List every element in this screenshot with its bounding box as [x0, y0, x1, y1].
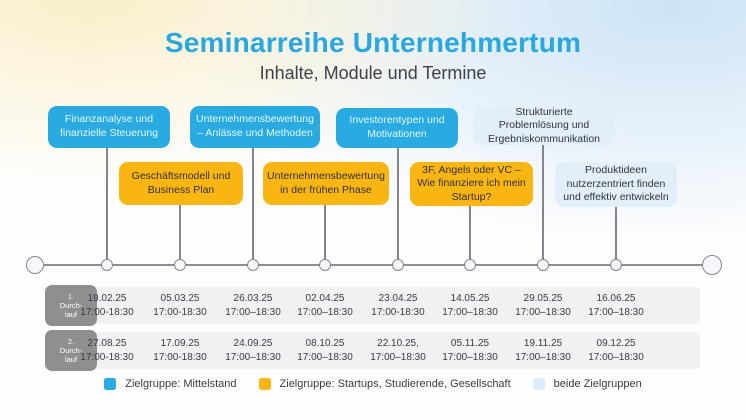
timeline-endpoint-end — [702, 255, 722, 275]
module-box-bewertung-anlaesse: Unternehmensbewertung – Anlässe und Meth… — [190, 106, 320, 148]
round-1-chip: 1. Durch- lauf — [45, 285, 97, 326]
module-box-produktideen: Produktideen nutzerzentriert finden und … — [555, 162, 677, 207]
session-time: 17:00-18:30 — [80, 351, 134, 363]
connector-line — [324, 205, 326, 265]
session-cell: 14.05.25 17:00–18:30 — [432, 287, 508, 324]
chip-line: 1. — [67, 292, 75, 301]
connector-line — [252, 148, 254, 265]
session-time: 17:00–18:30 — [370, 351, 426, 363]
legend-label: beide Zielgruppen — [553, 378, 642, 390]
session-cell: 24.09.25 17:00–18:30 — [215, 332, 291, 369]
timeline-axis — [35, 264, 712, 266]
legend-item-mittelstand: Zielgruppe: Mittelstand — [104, 378, 237, 390]
connector-line — [106, 148, 108, 265]
header: Seminarreihe Unternehmertum Inhalte, Mod… — [0, 27, 746, 84]
session-time: 17:00–18:30 — [442, 351, 498, 363]
module-box-investorentypen: Investorentypen und Motivationen — [336, 108, 458, 148]
connector-line — [615, 207, 617, 265]
session-cell: 17.09.25 17:00-18:30 — [142, 332, 218, 369]
session-cell: 23.04.25 17:00-18:30 — [360, 287, 436, 324]
session-date: 05.03.25 — [160, 293, 200, 304]
timeline-node-8 — [610, 259, 622, 271]
session-time: 17:00-18:30 — [153, 306, 207, 318]
session-date: 14.05.25 — [450, 293, 490, 304]
session-cell: 19.11.25 17:00–18:30 — [505, 332, 581, 369]
session-date: 24.09.25 — [233, 338, 273, 349]
timeline-node-5 — [392, 259, 404, 271]
yellow-swatch-icon — [258, 378, 271, 390]
module-box-geschaeftsmodell: Geschäftsmodell und Business Plan — [119, 162, 243, 205]
session-date: 05.11.25 — [450, 338, 490, 349]
session-time: 17:00–18:30 — [225, 351, 281, 363]
chip-line: lauf — [64, 310, 78, 319]
session-cell: 16.06.25 17:00–18:30 — [578, 287, 654, 324]
session-cell: 09.12.25 17:00–18:30 — [578, 332, 654, 369]
session-time: 17:00-18:30 — [80, 306, 134, 318]
session-time: 17:00-18:30 — [371, 306, 425, 318]
session-time: 17:00-18:30 — [153, 351, 207, 363]
page-subtitle: Inhalte, Module und Termine — [259, 63, 487, 83]
connector-line — [179, 205, 181, 265]
session-date: 26.03.25 — [233, 293, 273, 304]
timeline-node-1 — [101, 259, 113, 271]
timeline-node-7 — [537, 259, 549, 271]
session-date: 23.04.25 — [378, 293, 418, 304]
session-time: 17:00–18:30 — [588, 306, 644, 318]
connector-line — [542, 145, 544, 265]
lightblue-swatch-icon — [532, 378, 545, 390]
session-time: 17:00–18:30 — [515, 306, 571, 318]
session-cell: 05.03.25 17:00-18:30 — [142, 287, 218, 324]
session-cell: 08.10.25 17:00–18:30 — [287, 332, 363, 369]
module-box-finanzanalyse: Finanzanalyse und finanzielle Steuerung — [48, 106, 170, 148]
session-date: 27.08.25 — [87, 338, 127, 349]
session-cell: 26.03.25 17:00–18:30 — [215, 287, 291, 324]
chip-line: Durch- — [59, 346, 83, 355]
session-date: 09.12.25 — [596, 338, 636, 349]
session-cell: 22.10.25, 17:00–18:30 — [360, 332, 436, 369]
legend-item-startups: Zielgruppe: Startups, Studierende, Gesel… — [258, 378, 511, 390]
module-box-finanzierung-startup: 3F, Angels oder VC – Wie finanziere ich … — [410, 162, 533, 206]
blue-swatch-icon — [104, 378, 117, 390]
session-date: 29.05.25 — [523, 293, 563, 304]
schedule-row-1 — [50, 287, 700, 324]
session-date: 19.11.25 — [523, 338, 563, 349]
timeline-endpoint-start — [26, 256, 44, 274]
session-date: 16.06.25 — [596, 293, 636, 304]
timeline-node-6 — [464, 259, 476, 271]
round-2-chip: 2. Durch- lauf — [45, 330, 97, 371]
session-time: 17:00–18:30 — [225, 306, 281, 318]
session-date: 19.02.25 — [87, 293, 127, 304]
session-date: 17.09.25 — [160, 338, 200, 349]
connector-line — [397, 148, 399, 265]
legend-label: Zielgruppe: Mittelstand — [125, 378, 237, 390]
session-date: 22.10.25, — [377, 338, 419, 349]
timeline-node-3 — [247, 259, 259, 271]
session-time: 17:00–18:30 — [297, 351, 353, 363]
session-cell: 02.04.25 17:00–18:30 — [287, 287, 363, 324]
page-title: Seminarreihe Unternehmertum — [164, 27, 582, 58]
session-cell: 27.08.25 17:00-18:30 — [69, 332, 145, 369]
session-cell: 05.11.25 17:00–18:30 — [432, 332, 508, 369]
connector-line — [469, 206, 471, 265]
session-time: 17:00–18:30 — [297, 306, 353, 318]
module-box-bewertung-fruehe-phase: Unternehmensbewertung in der frühen Phas… — [263, 162, 389, 205]
session-cell: 19.02.25 17:00-18:30 — [69, 287, 145, 324]
session-time: 17:00–18:30 — [588, 351, 644, 363]
session-date: 08.10.25 — [305, 338, 345, 349]
legend-label: Zielgruppe: Startups, Studierende, Gesel… — [279, 378, 511, 390]
session-time: 17:00–18:30 — [515, 351, 571, 363]
schedule-row-2 — [50, 332, 700, 369]
chip-line: lauf — [64, 355, 78, 364]
legend-item-beide: beide Zielgruppen — [532, 378, 642, 390]
legend: Zielgruppe: Mittelstand Zielgruppe: Star… — [0, 378, 746, 390]
session-cell: 29.05.25 17:00–18:30 — [505, 287, 581, 324]
chip-line: 2. — [67, 337, 75, 346]
timeline-node-4 — [319, 259, 331, 271]
module-box-problemloesung: Strukturierte Problemlösung und Ergebnis… — [473, 106, 615, 145]
chip-line: Durch- — [59, 301, 83, 310]
session-time: 17:00–18:30 — [442, 306, 498, 318]
timeline-node-2 — [174, 259, 186, 271]
session-date: 02.04.25 — [305, 293, 345, 304]
